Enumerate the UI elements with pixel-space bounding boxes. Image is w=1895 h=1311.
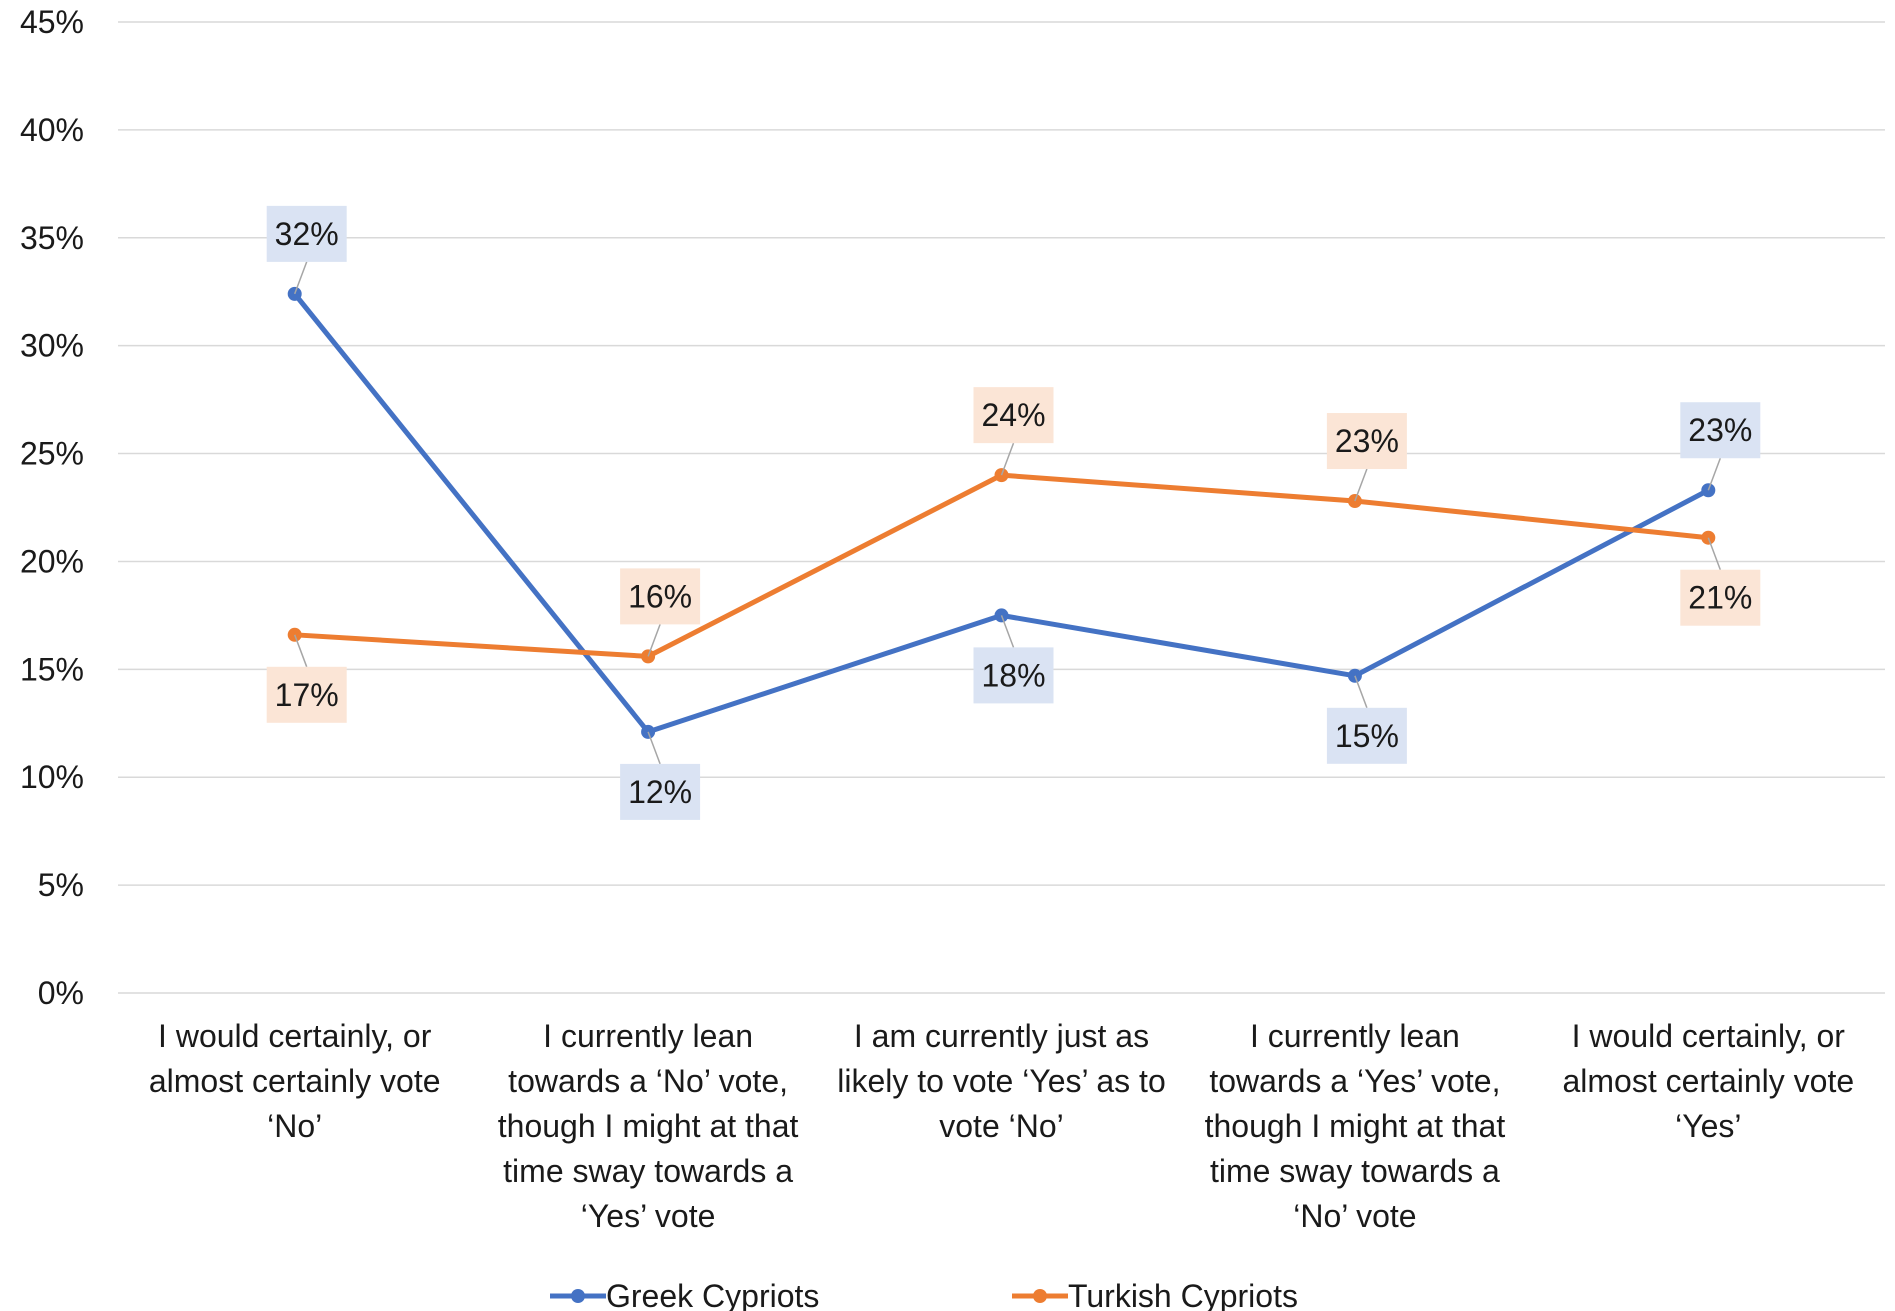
data-label: 16%: [628, 578, 692, 614]
data-label-box: [1326, 413, 1407, 470]
x-category-label-line: I would certainly, or: [158, 1018, 432, 1054]
data-label-leader: [647, 624, 661, 657]
legend: Greek Cypriots Turkish Cypriots: [550, 1278, 1298, 1311]
x-category-label: I currently lean towards a ‘No’ vote, thou…: [498, 1018, 799, 1234]
data-labels: 32% 12% 18% 15% 23% 17% 16% 24% 23% 21%: [266, 205, 1761, 820]
data-label: 23%: [1688, 412, 1752, 448]
x-category-label-line: ‘Yes’ vote: [581, 1198, 716, 1234]
data-label-box: [266, 205, 347, 262]
x-category-label-line: I am currently just as: [854, 1018, 1149, 1054]
x-category-label-line: ‘Yes’: [1675, 1108, 1741, 1144]
data-label-leader: [1354, 675, 1368, 709]
y-tick-label: 35%: [20, 220, 84, 256]
legend-entry: Turkish Cypriots: [1068, 1278, 1298, 1311]
data-label-box: [1680, 569, 1761, 626]
x-category-label-line: ‘No’ vote: [1293, 1198, 1416, 1234]
data-label: 15%: [1335, 718, 1399, 754]
x-category-label-line: likely to vote ‘Yes’ as to: [837, 1063, 1165, 1099]
x-category-label-line: towards a ‘Yes’ vote,: [1209, 1063, 1500, 1099]
y-tick-label: 20%: [20, 543, 84, 579]
gridlines: [118, 21, 1885, 994]
y-tick-label: 45%: [20, 4, 84, 40]
data-label-leader: [1707, 537, 1722, 570]
y-tick-label: 5%: [38, 867, 84, 903]
x-category-label-line: vote ‘No’: [939, 1108, 1064, 1144]
y-axis-tick-labels: 0% 5% 10% 15% 20% 25% 30% 35% 40% 45%: [20, 4, 84, 1011]
x-category-label-line: though I might at that: [1205, 1108, 1506, 1144]
x-category-label: I would certainly, or almost certainly vo…: [1562, 1018, 1854, 1144]
x-category-label-line: time sway towards a: [1210, 1153, 1500, 1189]
x-category-label: I currently lean towards a ‘Yes’ vote, tho…: [1205, 1018, 1506, 1234]
data-label-box: [973, 387, 1054, 444]
x-category-label-line: though I might at that: [498, 1108, 799, 1144]
legend-swatch-marker: [571, 1289, 585, 1303]
legend-swatch-marker: [1033, 1289, 1047, 1303]
data-label: 12%: [628, 774, 692, 810]
data-label: 32%: [275, 216, 339, 252]
y-tick-label: 15%: [20, 651, 84, 687]
x-category-label-line: almost certainly vote: [149, 1063, 441, 1099]
data-label-box: [620, 763, 701, 820]
x-category-label: I am currently just as likely to vote ‘Ye…: [837, 1018, 1165, 1144]
x-category-label-line: towards a ‘No’ vote,: [508, 1063, 788, 1099]
legend-entry: Greek Cypriots: [606, 1278, 819, 1311]
y-tick-label: 10%: [20, 759, 84, 795]
y-tick-label: 0%: [38, 975, 84, 1011]
x-axis-category-labels: I would certainly, or almost certainly vo…: [149, 1018, 1854, 1234]
data-label-box: [1680, 402, 1761, 459]
data-label-box: [620, 568, 701, 625]
data-label: 23%: [1335, 423, 1399, 459]
x-category-label: I would certainly, or almost certainly vo…: [149, 1018, 441, 1144]
x-category-label-line: I currently lean: [543, 1018, 753, 1054]
data-label-box: [973, 647, 1054, 704]
y-tick-label: 30%: [20, 328, 84, 364]
data-label: 21%: [1688, 580, 1752, 616]
y-tick-label: 25%: [20, 436, 84, 472]
x-category-label-line: I would certainly, or: [1572, 1018, 1846, 1054]
data-label: 17%: [275, 677, 339, 713]
data-label-leader: [1354, 468, 1368, 502]
data-label-leader: [1000, 442, 1015, 476]
y-tick-label: 40%: [20, 112, 84, 148]
data-label-leader: [1000, 615, 1015, 648]
data-label-leader: [1707, 457, 1722, 491]
data-label-leader: [293, 634, 308, 668]
data-label-leader: [647, 731, 661, 765]
x-category-label-line: ‘No’: [267, 1108, 322, 1144]
data-label: 18%: [981, 657, 1045, 693]
data-label-box: [266, 666, 347, 723]
data-label-leader: [293, 261, 308, 295]
data-label-box: [1326, 707, 1407, 764]
series-line: [294, 472, 1709, 659]
x-category-label-line: time sway towards a: [503, 1153, 793, 1189]
x-category-label-line: I currently lean: [1250, 1018, 1460, 1054]
data-label: 24%: [981, 397, 1045, 433]
x-category-label-line: almost certainly vote: [1562, 1063, 1854, 1099]
